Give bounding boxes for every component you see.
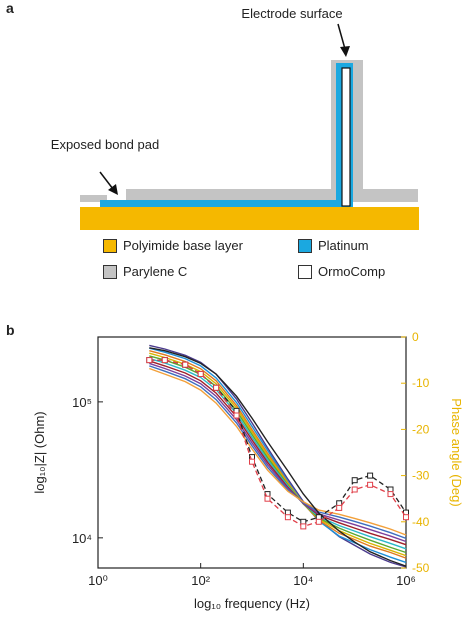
phase-data-point <box>300 523 307 530</box>
legend-polyimide-label: Polyimide base layer <box>123 238 243 253</box>
phase-data-point <box>213 384 220 391</box>
panel-b-label: b <box>6 322 15 338</box>
phase-data-point <box>233 412 240 419</box>
phase-data-point <box>351 486 358 493</box>
bondpad-arrow <box>99 171 118 195</box>
phase-data-point <box>161 357 168 364</box>
electrode-cross-section-diagram: Electrode surface Exposed bond pad <box>51 6 419 230</box>
phase-data-point <box>336 504 343 511</box>
x-tick-label: 10⁶ <box>396 573 416 588</box>
legend-ormocomp: OrmoComp <box>298 264 385 279</box>
y-tick-label: 10⁴ <box>72 531 92 546</box>
phase-data-point <box>315 518 322 525</box>
phase-series-line <box>149 359 407 523</box>
phase-data-point <box>387 491 394 498</box>
ormocomp-swatch <box>298 264 312 279</box>
polyimide-swatch <box>103 238 117 253</box>
impedance-series-line <box>149 360 407 546</box>
impedance-series-line <box>149 367 407 536</box>
electrode-arrow <box>337 23 350 57</box>
x-axis-label: log₁₀ frequency (Hz) <box>194 596 310 611</box>
legend-platinum-label: Platinum <box>318 238 369 253</box>
phase-data-point <box>284 514 291 521</box>
impedance-series-line <box>149 365 407 540</box>
phase-data-point <box>197 371 204 377</box>
impedance-series-line <box>149 352 407 557</box>
phase-data-point <box>146 357 153 364</box>
impedance-series-line <box>149 355 407 554</box>
legend-polyimide: Polyimide base layer <box>103 238 243 253</box>
y2-tick-label: -10 <box>412 376 430 390</box>
parylene-bottom-strip <box>80 195 107 202</box>
impedance-series-line <box>149 362 407 543</box>
phase-data-point <box>351 477 358 484</box>
phase-data-point <box>249 458 255 465</box>
y-tick-label: 10⁵ <box>72 395 92 410</box>
bondpad-label: Exposed bond pad <box>51 137 159 152</box>
impedance-series-line <box>149 350 407 559</box>
legend-platinum: Platinum <box>298 238 369 253</box>
phase-data-point <box>403 514 409 521</box>
impedance-series-line <box>149 357 407 550</box>
legend-ormocomp-label: OrmoComp <box>318 264 386 279</box>
phase-data-point <box>182 361 189 368</box>
y2-tick-label: -20 <box>412 422 430 436</box>
platinum-swatch <box>298 238 312 253</box>
x-tick-label: 10² <box>191 573 210 588</box>
polyimide-base-layer <box>80 207 419 230</box>
parylene-swatch <box>103 264 117 279</box>
x-tick-label: 10⁰ <box>88 573 108 588</box>
impedance-series-line <box>149 344 407 568</box>
phase-data-point <box>264 495 271 502</box>
x-tick-label: 10⁴ <box>293 573 313 588</box>
y2-tick-label: -50 <box>412 561 430 575</box>
impedance-series-line <box>149 347 407 567</box>
electrode-surface-label: Electrode surface <box>241 6 342 21</box>
y2-tick-label: -30 <box>412 469 430 483</box>
y2-tick-label: -40 <box>412 515 430 529</box>
plot-frame <box>97 336 407 569</box>
impedance-chart: 10⁰ 10² 10⁴ 10⁶ 10⁴ 10⁵ 0 -10 -20 -30 -40 -50 log₁₀ … <box>32 330 464 611</box>
phase-data-point <box>367 481 374 488</box>
y-axis-label: log₁₀|Z| (Ohm) <box>32 411 47 493</box>
legend-parylene-label: Parylene C <box>123 264 188 279</box>
platinum-trace <box>100 200 353 207</box>
phase-series-line <box>149 359 407 528</box>
ormocomp-insert <box>341 67 351 207</box>
phase-data-point <box>367 472 374 479</box>
y2-axis-label: Phase angle (Deg) <box>449 398 464 506</box>
panel-a-label: a <box>6 0 14 16</box>
y2-tick-label: 0 <box>412 330 419 344</box>
legend-parylene: Parylene C <box>103 264 187 279</box>
